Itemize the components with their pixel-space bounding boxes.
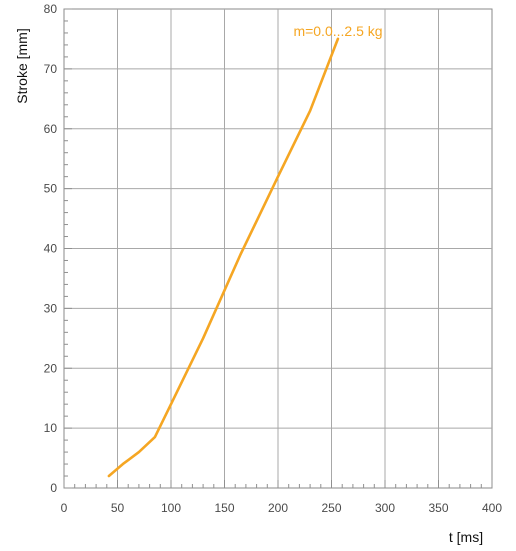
x-tick-label: 250 xyxy=(321,501,341,515)
y-tick-label: 40 xyxy=(44,242,58,256)
grid xyxy=(63,8,493,489)
y-tick-label: 80 xyxy=(44,2,58,16)
y-tick-label: 70 xyxy=(44,62,58,76)
y-tick-label: 0 xyxy=(50,481,57,495)
x-tick-label: 50 xyxy=(111,501,125,515)
y-tick-label: 50 xyxy=(44,182,58,196)
y-tick-label: 60 xyxy=(44,122,58,136)
y-tick-label: 20 xyxy=(44,361,58,375)
y-axis-title: Stroke [mm] xyxy=(14,28,30,103)
y-tick-label: 30 xyxy=(44,301,58,315)
x-tick-label: 100 xyxy=(161,501,181,515)
x-tick-label: 350 xyxy=(428,501,448,515)
x-tick-label: 200 xyxy=(268,501,288,515)
x-tick-label: 400 xyxy=(482,501,502,515)
x-tick-label: 0 xyxy=(61,501,68,515)
x-axis-title: t [ms] xyxy=(449,529,483,545)
axis-ticks: 0 50 100 150 200 250 300 350 400 0 10 20 30 40 50 60 70 8… xyxy=(44,2,503,515)
legend-label: m=0.0...2.5 kg xyxy=(293,23,382,39)
x-tick-label: 300 xyxy=(375,501,395,515)
series-line xyxy=(107,37,340,478)
series-layer xyxy=(107,37,340,478)
y-tick-label: 10 xyxy=(44,421,58,435)
x-tick-label: 150 xyxy=(214,501,234,515)
